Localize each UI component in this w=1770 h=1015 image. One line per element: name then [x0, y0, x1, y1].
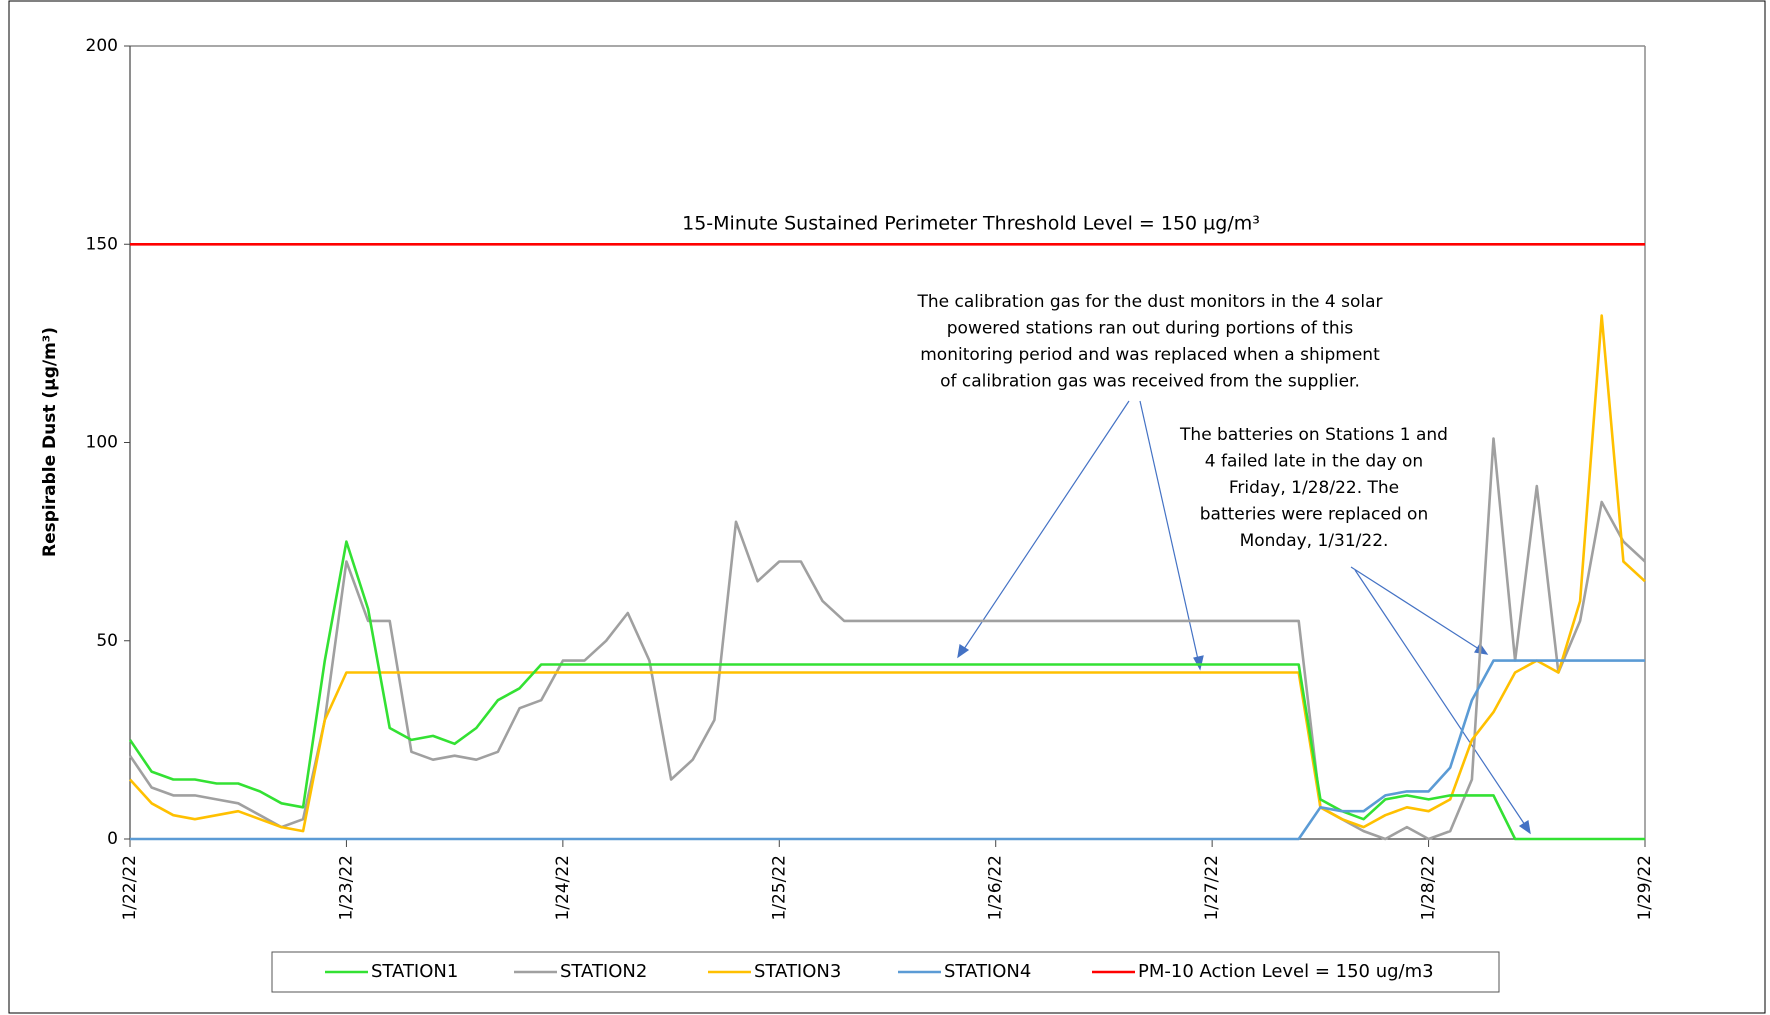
x-tick-label: 1/23/22 [336, 855, 356, 921]
annotation-line: batteries were replaced on [1200, 505, 1428, 525]
annotation-line: Friday, 1/28/22. The [1229, 478, 1399, 498]
x-tick-label: 1/22/22 [120, 855, 140, 921]
annotation-line: 4 failed late in the day on [1205, 452, 1423, 472]
x-tick-label: 1/25/22 [769, 855, 789, 921]
series-line [128, 437, 1646, 841]
arrow [961, 400, 1130, 653]
arrowhead [1518, 820, 1531, 835]
legend [271, 951, 1500, 993]
y-tick-label: 200 [86, 36, 118, 56]
annotation-line: monitoring period and was replaced when … [920, 345, 1380, 365]
y-tick-label: 150 [86, 234, 118, 254]
annotation-line: Monday, 1/31/22. [1240, 531, 1389, 551]
y-tick-label: 50 [96, 631, 118, 651]
arrowhead [1193, 655, 1204, 671]
x-tick-label: 1/28/22 [1419, 855, 1439, 921]
threshold-label: 15-Minute Sustained Perimeter Threshold … [682, 213, 1260, 235]
y-axis-label: Respirable Dust (µg/m³) [40, 327, 60, 557]
y-tick-label: 0 [107, 829, 118, 849]
legend-label: PM-10 Action Level = 150 ug/m3 [1138, 961, 1434, 982]
y-tick-label: 100 [86, 433, 118, 453]
annotation-line: The batteries on Stations 1 and [1179, 425, 1448, 445]
legend-label: STATION4 [944, 961, 1031, 982]
x-tick-label: 1/29/22 [1635, 855, 1655, 921]
x-tick-label: 1/27/22 [1202, 855, 1222, 921]
legend-label: STATION1 [371, 961, 458, 982]
frame [8, 0, 1766, 1014]
annotation-line: The calibration gas for the dust monitor… [916, 292, 1382, 312]
annotation-line: powered stations ran out during portions… [947, 319, 1354, 339]
arrow [1354, 569, 1528, 829]
series-line [130, 659, 1645, 841]
arrowhead [957, 644, 970, 659]
x-tick-label: 1/24/22 [553, 855, 573, 921]
series-line [128, 540, 1645, 841]
arrow [1350, 566, 1483, 652]
legend-label: STATION2 [560, 961, 647, 982]
legend-label: STATION3 [754, 961, 841, 982]
x-tick-label: 1/26/22 [986, 855, 1006, 921]
series-line [129, 314, 1646, 833]
annotation-line: of calibration gas was received from the… [940, 372, 1360, 392]
